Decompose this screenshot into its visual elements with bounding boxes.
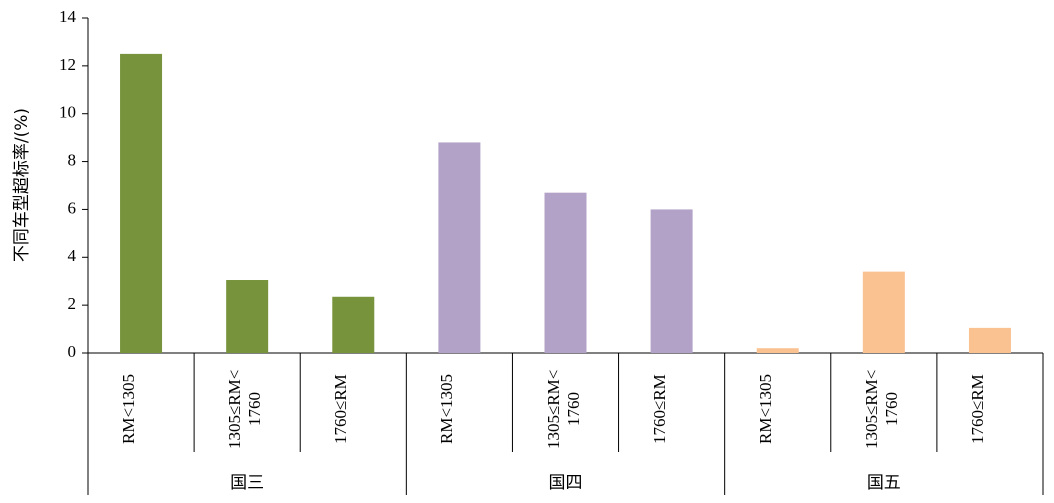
x-tick-label: 1760≤RM — [967, 374, 987, 444]
bar — [332, 296, 375, 353]
y-tick-label: 2 — [68, 294, 77, 313]
y-tick-label: 4 — [68, 246, 77, 265]
y-axis-label: 不同车型超标率/(%) — [12, 108, 32, 262]
group-label: 国五 — [866, 473, 901, 493]
x-tick-label: 1760≤RM — [649, 374, 669, 444]
y-tick-label: 6 — [68, 198, 77, 217]
bar — [544, 192, 587, 353]
bar — [120, 53, 163, 354]
x-tick-label: RM<1305 — [437, 373, 457, 445]
bar — [968, 327, 1011, 353]
x-tick-label: 1305≤RM< 1760 — [861, 369, 901, 449]
group-label: 国三 — [230, 473, 265, 493]
bar — [226, 280, 269, 353]
bar — [438, 142, 481, 353]
x-tick-label: 1305≤RM< 1760 — [225, 369, 265, 449]
x-tick-label: RM<1305 — [119, 373, 139, 445]
group-label: 国四 — [548, 473, 583, 493]
bar — [650, 209, 693, 353]
y-tick-label: 12 — [59, 55, 76, 74]
x-tick-label: 1760≤RM — [331, 374, 351, 444]
y-tick-label: 8 — [68, 150, 77, 169]
y-tick-label: 0 — [68, 342, 77, 361]
y-tick-label: 10 — [59, 103, 76, 122]
bar — [862, 271, 905, 353]
y-tick-label: 14 — [59, 7, 77, 26]
x-tick-label: RM<1305 — [755, 373, 775, 445]
x-tick-label: 1305≤RM< 1760 — [543, 369, 583, 449]
bar — [756, 348, 799, 353]
